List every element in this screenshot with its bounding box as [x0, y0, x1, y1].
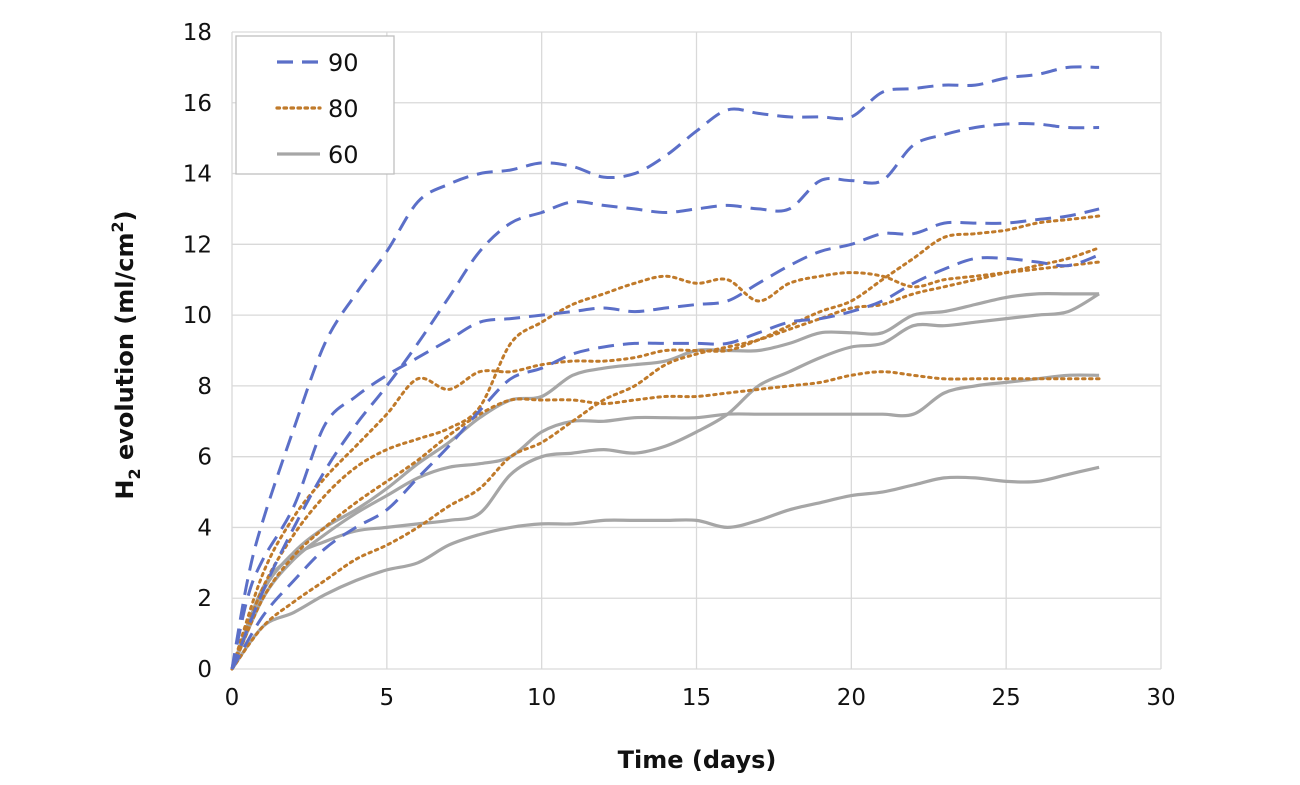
x-tick-label: 15 — [682, 685, 711, 711]
y-tick-label: 12 — [183, 232, 212, 258]
series-line-60-2 — [230, 292, 1100, 670]
series-line-90-4 — [230, 253, 1100, 670]
series-lines — [230, 65, 1101, 671]
legend-label-60: 60 — [328, 141, 359, 169]
y-tick-label: 16 — [183, 91, 212, 117]
legend-label-80: 80 — [328, 95, 359, 123]
series-line-80-1 — [230, 214, 1101, 671]
series-line-90-3 — [230, 207, 1100, 670]
y-tick-label: 14 — [183, 162, 212, 188]
legend-label-90: 90 — [328, 49, 359, 77]
y-tick-label: 10 — [183, 303, 212, 329]
y-tick-label: 4 — [197, 515, 212, 541]
x-tick-label: 10 — [527, 685, 556, 711]
series-line-90-1 — [230, 65, 1100, 670]
x-axis-title: Time (days) — [618, 746, 777, 774]
x-tick-labels: 0 5 10 15 20 25 30 — [225, 685, 1176, 711]
series-line-80-3 — [230, 370, 1101, 671]
series-line-60-4 — [230, 465, 1100, 670]
x-tick-label: 20 — [837, 685, 866, 711]
series-line-80-4 — [230, 246, 1101, 671]
x-tick-label: 30 — [1146, 685, 1175, 711]
y-tick-label: 18 — [183, 20, 212, 46]
x-tick-label: 25 — [992, 685, 1021, 711]
y-tick-label: 2 — [197, 586, 212, 612]
x-tick-label: 0 — [225, 685, 240, 711]
y-axis-title: H2 evolution (ml/cm2) — [108, 210, 144, 499]
y-tick-label: 6 — [197, 445, 212, 471]
legend-box — [235, 35, 395, 175]
series-line-60-1 — [230, 292, 1100, 670]
series-line-90-2 — [230, 122, 1100, 670]
y-tick-label: 0 — [197, 657, 212, 683]
y-tick-label: 8 — [197, 374, 212, 400]
x-tick-label: 5 — [380, 685, 395, 711]
legend: 90 80 60 — [235, 35, 395, 175]
series-line-60-3 — [230, 373, 1100, 670]
series-line-80-2 — [230, 260, 1101, 671]
y-tick-labels: 0 2 4 6 8 10 12 14 16 18 — [183, 20, 212, 683]
